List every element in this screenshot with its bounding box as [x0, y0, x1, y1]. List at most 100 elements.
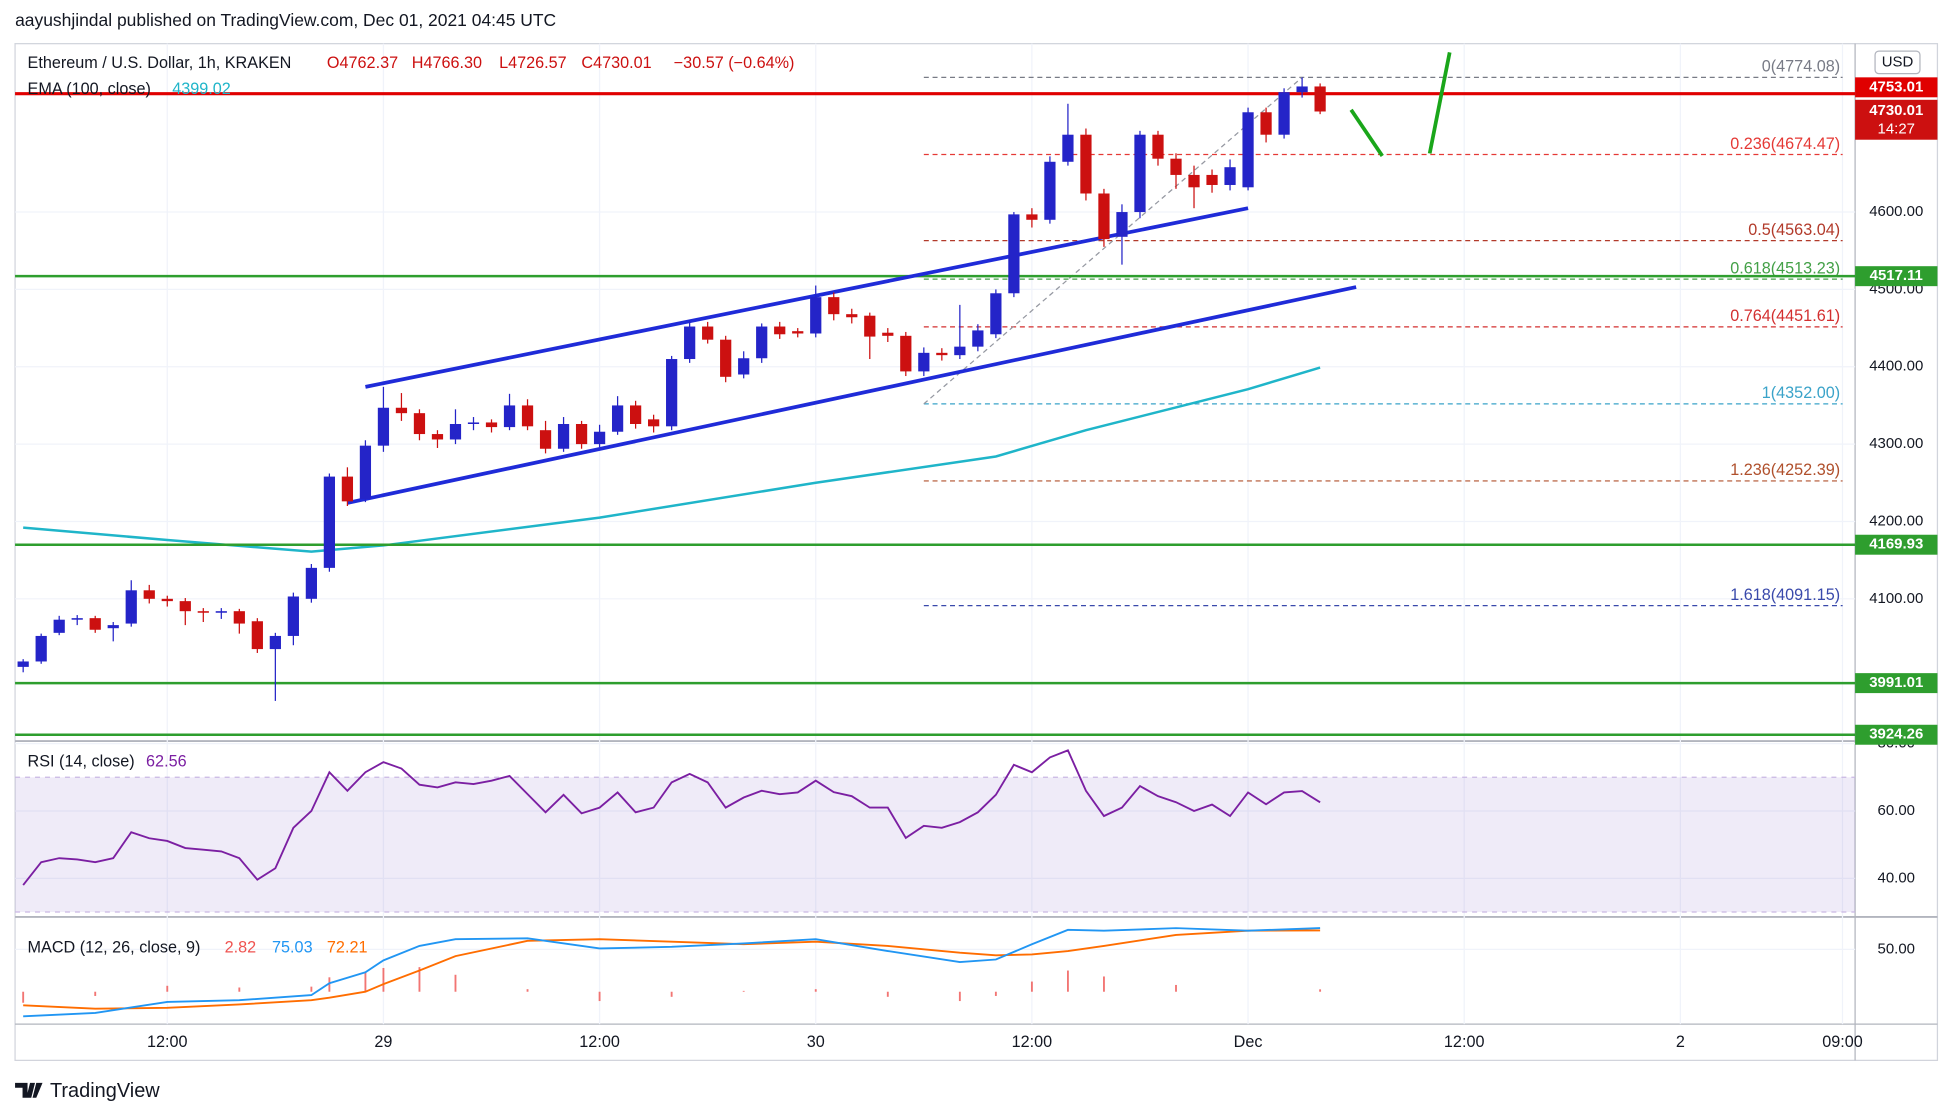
candle-body [359, 445, 372, 500]
candle-body [269, 635, 281, 650]
fib-label: 1(4352.00) [1762, 384, 1840, 402]
candle-body [413, 413, 426, 435]
candle-body [449, 423, 462, 440]
candle-body [990, 293, 1002, 335]
candle-body [918, 352, 930, 372]
footer-logo: TradingView [15, 1080, 160, 1102]
candle-body [1008, 214, 1020, 294]
candle-body [936, 352, 948, 356]
candle-body [215, 611, 227, 613]
countdown: 14:27 [1878, 121, 1915, 138]
candle-body [467, 422, 480, 424]
price-tag [1855, 77, 1938, 98]
candle-body [648, 419, 660, 427]
candle-body [503, 405, 516, 428]
annotation-stroke [1349, 108, 1384, 157]
y-tick-label: 4300.00 [1869, 435, 1923, 452]
candle-body [539, 430, 552, 449]
x-tick-label: 30 [807, 1033, 825, 1051]
candle-body [17, 661, 29, 667]
candle-body [593, 431, 606, 445]
currency[interactable]: USD [1882, 53, 1914, 70]
logo-mark [15, 1082, 43, 1098]
candle-body [629, 405, 642, 424]
candle-body [720, 339, 732, 377]
candle-body [972, 330, 984, 347]
candle-body [666, 359, 678, 427]
fib-label: 0.5(4563.04) [1748, 221, 1840, 239]
publisher: aayushjindal published on TradingView.co… [15, 10, 556, 30]
currency-box[interactable] [1874, 50, 1921, 75]
y-tick-label: 50.00 [1878, 940, 1915, 957]
ema-value: 4399.02 [172, 80, 231, 98]
candle-body [1188, 174, 1200, 188]
candle-body [107, 625, 119, 629]
fib-trend [923, 76, 1303, 405]
candle-body [611, 405, 624, 432]
change: −30.57 (−0.64%) [674, 54, 795, 72]
grid [15, 43, 1856, 1025]
fib-label: 0.618(4513.23) [1730, 259, 1840, 277]
candle-body [864, 315, 876, 337]
y-tick-label: 4600.00 [1869, 203, 1923, 220]
price-tag-label: 3991.01 [1869, 674, 1923, 691]
price-tag-label: 4517.11 [1870, 267, 1923, 284]
candle-body [35, 635, 47, 662]
candle-body [1170, 158, 1182, 175]
rsi-line [22, 749, 1321, 886]
candle-body [684, 326, 696, 360]
ohlc-low: L4726.57 [499, 54, 567, 72]
candle-body [179, 601, 191, 612]
rsi-title: RSI (14, close) [28, 752, 135, 770]
candle-body [197, 611, 209, 613]
candle-body [323, 476, 336, 568]
candle-body [792, 331, 804, 334]
macd-line [23, 927, 1321, 1018]
legend: Ethereum / U.S. Dollar, 1h, KRAKEN O4762… [28, 54, 795, 956]
price-tag [1855, 266, 1938, 287]
candle-body [846, 314, 858, 318]
candle-body [1152, 134, 1164, 159]
macd-signal-line [23, 929, 1321, 1010]
candle-body [1062, 134, 1074, 162]
candle-body [756, 326, 768, 359]
macd-title: MACD (12, 26, close, 9) [28, 938, 201, 956]
candle-body [1260, 112, 1272, 135]
candle-body [1296, 86, 1308, 93]
x-tick-label: 12:00 [1012, 1033, 1053, 1051]
price-tag-label: 4169.93 [1869, 536, 1923, 553]
candle-body [143, 590, 155, 599]
ohlc-high: H4766.30 [412, 54, 482, 72]
macd-signal-value: 72.21 [327, 938, 368, 956]
x-tick-label: 12:00 [1444, 1033, 1485, 1051]
candle-body [1242, 112, 1254, 188]
candle-body [810, 297, 822, 334]
y-tick-label: 4400.00 [1869, 358, 1923, 375]
x-tick-label: Dec [1234, 1033, 1263, 1051]
y-tick-label: 4100.00 [1869, 590, 1923, 607]
candle-body [377, 407, 390, 446]
macd-hist-value: 2.82 [225, 938, 257, 956]
x-tick-label: 09:00 [1822, 1033, 1863, 1051]
candle-body [702, 326, 714, 340]
candle-body [575, 423, 588, 445]
x-tick-label: 2 [1676, 1033, 1685, 1051]
candle-body [53, 619, 65, 633]
candle-body [431, 434, 444, 440]
candle-body [305, 567, 317, 599]
candle-body [125, 590, 137, 624]
price-tag [1855, 724, 1938, 745]
candle-body [900, 335, 912, 372]
x-tick-label: 12:00 [147, 1033, 188, 1051]
candle-body [882, 332, 894, 336]
candle-body [521, 405, 534, 427]
fib-label: 0.236(4674.47) [1730, 135, 1840, 153]
x-tick-label: 29 [374, 1033, 392, 1051]
candle-body [1314, 86, 1326, 112]
candle-body [161, 598, 173, 602]
candle-body [1044, 161, 1056, 220]
price-tag-label: 4753.01 [1869, 78, 1923, 95]
candle-body [1278, 92, 1290, 135]
fib-label: 0.764(4451.61) [1730, 307, 1840, 325]
